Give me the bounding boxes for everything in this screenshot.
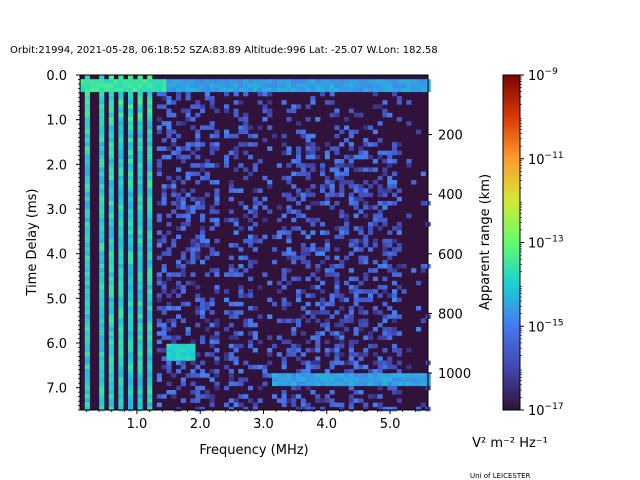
colorbar-tick-label: 10−13 — [528, 235, 564, 252]
x-tick-label: 1.0 — [127, 417, 148, 432]
colorbar-ticks: 10−17 10−15 10−13 10−11 10−9 — [520, 67, 564, 419]
y-tick-label: 1.0 — [46, 114, 67, 129]
y-tick-label: 7.0 — [46, 382, 67, 397]
credit-text: Uni of LEICESTER — [470, 472, 531, 480]
secondary-y-axis: 200 400 600 800 1000 — [428, 129, 471, 382]
y-tick-label: 5.0 — [46, 292, 67, 307]
x-tick-label: 2.0 — [190, 417, 211, 432]
y2-tick-label: 200 — [438, 129, 463, 144]
y2-tick-label: 600 — [438, 248, 463, 263]
y-tick-label: 3.0 — [46, 203, 67, 218]
y-tick-label: 4.0 — [46, 248, 67, 263]
colorbar-tick-label: 10−17 — [528, 402, 564, 419]
y-axis-label: Time Delay (ms) — [25, 189, 40, 297]
colorbar-unit-label: V² m⁻² Hz⁻¹ — [472, 436, 548, 451]
y-axis: 0.0 1.0 2.0 3.0 4.0 5.0 6.0 7.0 — [46, 69, 80, 411]
y-tick-label: 2.0 — [46, 158, 67, 173]
colorbar-tick-label: 10−9 — [528, 67, 558, 84]
y-tick-label: 0.0 — [46, 69, 67, 84]
secondary-y-axis-label: Apparent range (km) — [478, 174, 493, 310]
chart-title: Orbit:21994, 2021-05-28, 06:18:52 SZA:83… — [10, 45, 438, 56]
colorbar-tick-label: 10−11 — [528, 151, 564, 168]
y2-tick-label: 400 — [438, 188, 463, 203]
x-tick-label: 4.0 — [316, 417, 337, 432]
y-tick-label: 6.0 — [46, 337, 67, 352]
x-axis: 1.0 2.0 3.0 4.0 5.0 — [85, 410, 416, 432]
y2-tick-label: 1000 — [438, 367, 471, 382]
plot-frame — [79, 74, 429, 411]
x-tick-label: 5.0 — [380, 417, 401, 432]
colorbar — [502, 74, 521, 411]
y2-tick-label: 800 — [438, 307, 463, 322]
heatmap — [80, 75, 431, 412]
x-axis-label: Frequency (MHz) — [199, 443, 308, 458]
colorbar-tick-label: 10−15 — [528, 318, 564, 335]
x-tick-label: 3.0 — [253, 417, 274, 432]
